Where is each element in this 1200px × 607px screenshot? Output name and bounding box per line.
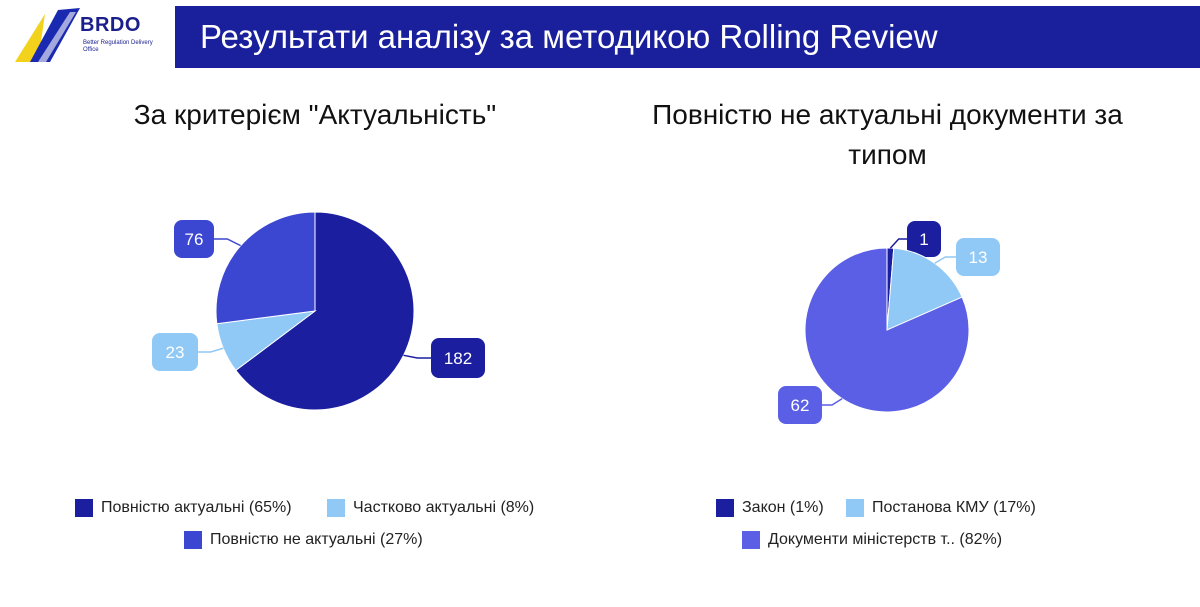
data-label: 23: [166, 343, 185, 362]
legend-swatch: [846, 499, 864, 517]
data-label-box: [956, 238, 1000, 276]
legend-label: Постанова КМУ (17%): [872, 499, 1036, 516]
leader-line: [403, 354, 431, 359]
leader-line: [214, 238, 241, 247]
legend-swatch: [742, 531, 760, 549]
data-label: 1: [919, 230, 928, 249]
legend-swatch: [75, 499, 93, 517]
logo-name: BRDO: [80, 14, 141, 36]
chart-1-title: За критерієм "Актуальність": [133, 99, 497, 130]
leader-line: [934, 256, 956, 264]
legend-item: Постанова КМУ (17%): [846, 499, 1036, 517]
data-label: 76: [185, 230, 204, 249]
legend-item: Повністю не актуальні (27%): [184, 531, 423, 549]
pie-chart-1: 182 23 76: [152, 211, 485, 411]
legend-label: Повністю актуальні (65%): [101, 499, 292, 516]
legend-item: Частково актуальні (8%): [327, 499, 534, 517]
legend-item: Закон (1%): [716, 499, 824, 517]
pie-chart-2: 1 13 62: [778, 221, 1000, 424]
pie-slice: [215, 211, 316, 325]
legend-label: Закон (1%): [742, 499, 824, 516]
legend-item: Повністю актуальні (65%): [75, 499, 292, 517]
data-label: 182: [444, 349, 472, 368]
data-label-box: [431, 338, 485, 378]
data-label-box: [152, 333, 198, 371]
brdo-logo-mark: [15, 8, 80, 62]
pie-slice: [886, 247, 963, 331]
legend-label: Частково актуальні (8%): [353, 499, 535, 516]
legend-swatch: [716, 499, 734, 517]
leader-line: [198, 347, 224, 353]
data-label-box: [174, 220, 214, 258]
page-title: Результати аналізу за методикою Rolling …: [200, 18, 938, 55]
leader-line: [822, 398, 843, 406]
leader-line: [889, 238, 907, 249]
data-label-box: [907, 221, 941, 257]
header-banner: Результати аналізу за методикою Rolling …: [175, 6, 1200, 68]
legend-swatch: [327, 499, 345, 517]
data-label-box: [778, 386, 822, 424]
brdo-logo: BRDO Better Regulation Delivery Office: [10, 4, 170, 64]
data-label: 13: [969, 248, 988, 267]
logo-subtitle: Better Regulation Delivery Office: [83, 40, 153, 53]
data-label: 62: [791, 396, 810, 415]
legend-label: Документи міністерств т.. (82%): [768, 531, 1003, 548]
legend-label: Повністю не актуальні (27%): [210, 531, 423, 548]
legend-swatch: [184, 531, 202, 549]
legend-item: Документи міністерств т.. (82%): [742, 531, 1002, 549]
pie-slice: [235, 211, 415, 411]
chart-2-title: Повністю не актуальні документи за типом: [652, 99, 1123, 170]
